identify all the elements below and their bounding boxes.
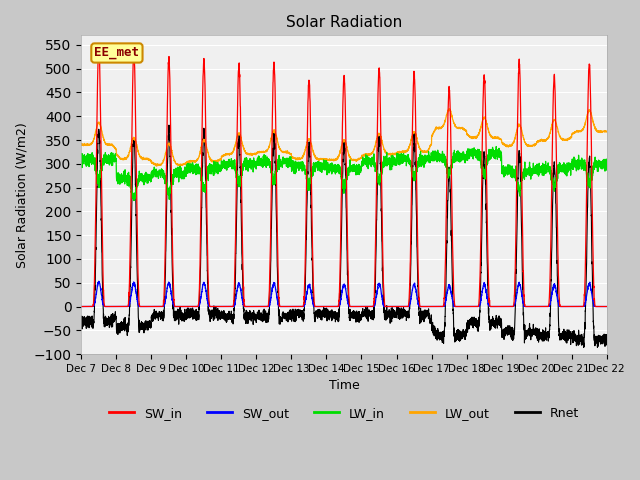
Rnet [172, 310, 180, 316]
SW_out [461, 304, 469, 310]
SW_in [433, 304, 440, 310]
LW_in [77, 155, 85, 161]
LW_out [445, 106, 453, 112]
SW_in [461, 304, 469, 310]
SW_out [602, 304, 610, 310]
Y-axis label: Solar Radiation (W/m2): Solar Radiation (W/m2) [15, 122, 28, 267]
Legend: SW_in, SW_out, LW_in, LW_out, Rnet: SW_in, SW_out, LW_in, LW_out, Rnet [104, 402, 584, 425]
LW_in [172, 168, 180, 173]
LW_out [603, 129, 611, 134]
SW_in [172, 304, 180, 310]
SW_out [77, 304, 85, 310]
Line: SW_in: SW_in [81, 47, 607, 307]
SW_out [492, 304, 499, 310]
LW_out [433, 126, 440, 132]
SW_in [602, 304, 610, 310]
Rnet [165, 122, 173, 128]
Line: LW_in: LW_in [81, 146, 607, 201]
Rnet [492, 325, 499, 331]
SW_in [95, 44, 102, 50]
Rnet [461, 327, 469, 333]
LW_out [77, 142, 85, 147]
Rnet [324, 313, 332, 319]
LW_out [462, 127, 470, 132]
Rnet [603, 342, 611, 348]
Title: Solar Radiation: Solar Radiation [286, 15, 402, 30]
LW_in [461, 152, 469, 157]
Line: SW_out: SW_out [81, 281, 607, 307]
SW_in [77, 304, 85, 310]
Text: EE_met: EE_met [95, 47, 140, 60]
LW_in [324, 167, 332, 173]
Rnet [594, 345, 602, 350]
LW_out [492, 135, 499, 141]
SW_out [433, 304, 440, 310]
LW_in [603, 167, 611, 173]
X-axis label: Time: Time [328, 379, 359, 392]
Rnet [602, 342, 610, 348]
SW_in [603, 304, 611, 310]
LW_out [324, 157, 332, 163]
LW_in [602, 167, 610, 173]
SW_out [172, 304, 180, 310]
SW_out [95, 278, 102, 284]
Line: LW_out: LW_out [81, 109, 607, 166]
LW_out [602, 129, 610, 134]
SW_out [324, 304, 332, 310]
LW_out [172, 161, 180, 167]
LW_in [433, 155, 440, 161]
LW_out [153, 163, 161, 169]
Line: Rnet: Rnet [81, 125, 607, 348]
Rnet [77, 317, 85, 323]
SW_in [324, 304, 332, 310]
SW_in [492, 304, 499, 310]
LW_in [492, 156, 499, 162]
SW_out [603, 304, 611, 310]
Rnet [433, 333, 440, 338]
LW_in [130, 198, 138, 204]
LW_in [492, 144, 500, 149]
